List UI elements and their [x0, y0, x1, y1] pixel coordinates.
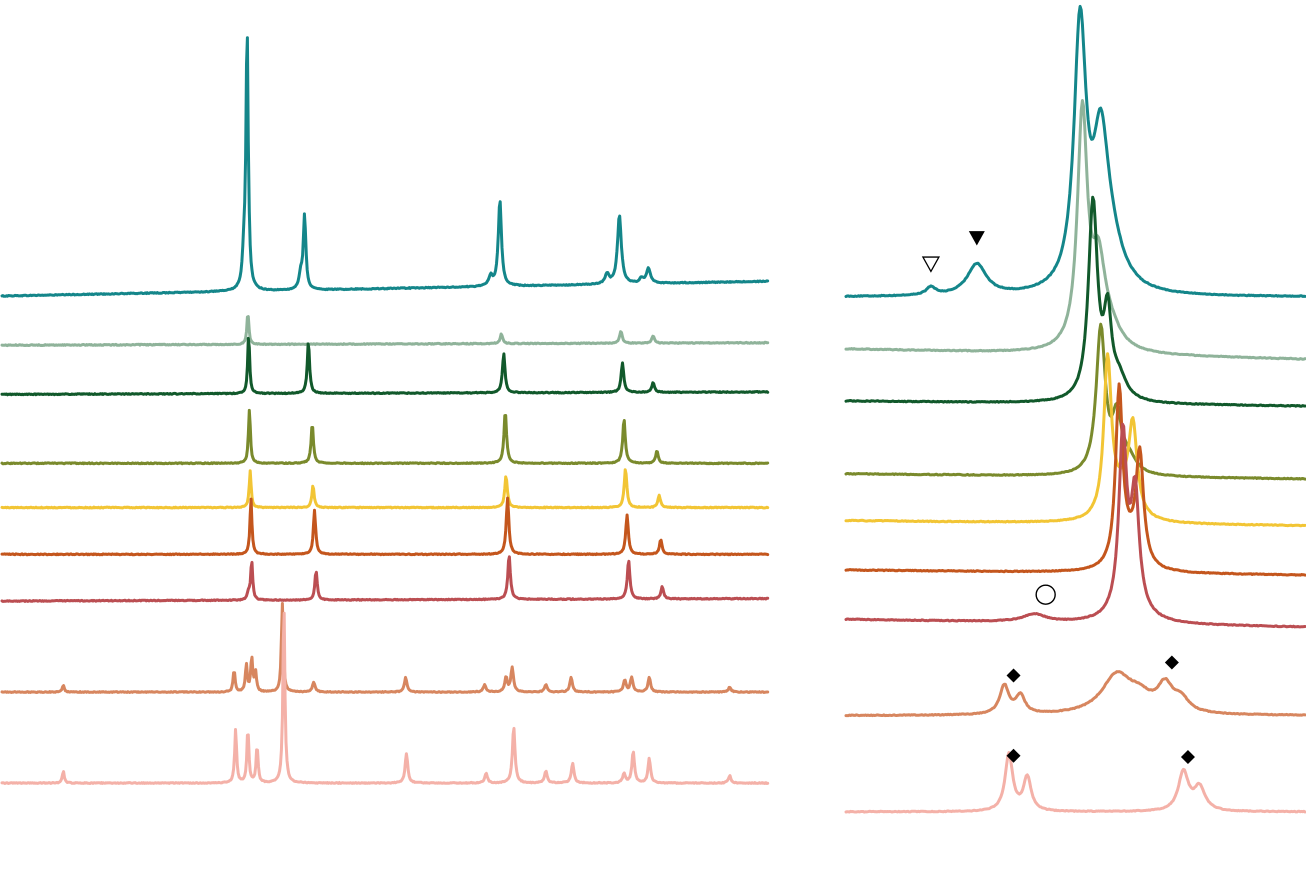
spectrum-trace-6 [844, 382, 1306, 577]
spectrum-trace-1 [844, 4, 1306, 298]
spectrum-trace-3 [0, 336, 770, 397]
full-range-panel [0, 36, 770, 785]
peak-marker-diamond-filled-7 [1180, 750, 1195, 765]
spectrum-trace-4 [844, 322, 1306, 481]
peak-marker-diamond-filled-6 [1006, 748, 1021, 763]
peak-marker-triangle-down-open-1 [921, 256, 941, 273]
spectrum-trace-9 [0, 611, 770, 785]
spectrum-trace-8 [844, 670, 1306, 718]
spectrum-trace-5 [844, 352, 1306, 528]
zoom-panel [844, 4, 1306, 814]
spectrum-trace-8 [0, 602, 770, 694]
spectrum-trace-7 [844, 422, 1306, 629]
spectrum-trace-5 [0, 468, 770, 510]
peak-marker-triangle-down-filled-2 [968, 231, 985, 246]
spectrum-trace-4 [0, 408, 770, 466]
peak-marker-diamond-filled-5 [1164, 655, 1179, 670]
spectrum-trace-1 [0, 36, 770, 298]
spectrum-trace-6 [0, 496, 770, 557]
spectrum-trace-2 [0, 315, 770, 348]
peak-marker-diamond-filled-4 [1006, 668, 1021, 683]
spectrum-trace-2 [844, 99, 1306, 361]
spectrum-trace-7 [0, 555, 770, 603]
spectrum-trace-9 [844, 751, 1306, 814]
peak-marker-circle-open-3 [1035, 584, 1056, 605]
spectrum-trace-3 [844, 195, 1306, 408]
